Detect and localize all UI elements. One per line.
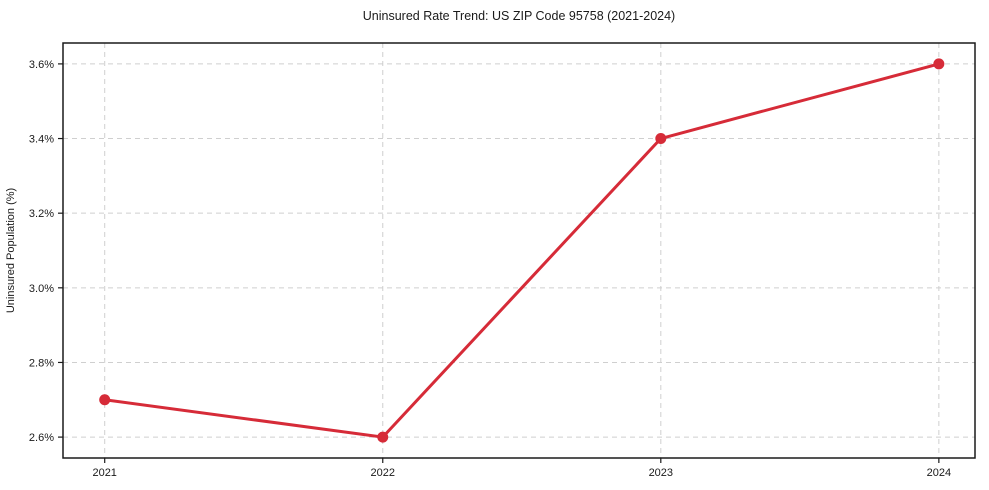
- y-tick-label: 3.4%: [29, 134, 54, 146]
- y-tick-label: 3.0%: [29, 283, 54, 295]
- y-axis-label: Uninsured Population (%): [5, 188, 17, 313]
- x-tick-label: 2024: [927, 467, 951, 479]
- y-tick-label: 2.8%: [29, 357, 54, 369]
- chart-title: Uninsured Rate Trend: US ZIP Code 95758 …: [363, 9, 675, 23]
- axes-frame: [62, 42, 976, 459]
- data-point: [99, 394, 111, 406]
- trend-line: [103, 62, 941, 439]
- y-tick-label: 2.6%: [29, 432, 54, 444]
- plot-area: 2.6% 2.8% 3.0% 3.2% 3.4% 3.6% 2021 2022 2023 2024…: [5, 42, 976, 479]
- y-tick-label: 3.2%: [29, 208, 54, 220]
- data-point: [933, 58, 945, 70]
- y-tick-label: 3.6%: [29, 59, 54, 71]
- x-tick-label: 2022: [371, 467, 395, 479]
- x-tick-label: 2021: [92, 467, 116, 479]
- data-point: [655, 133, 667, 145]
- data-point: [377, 431, 389, 443]
- x-tick-label: 2023: [649, 467, 673, 479]
